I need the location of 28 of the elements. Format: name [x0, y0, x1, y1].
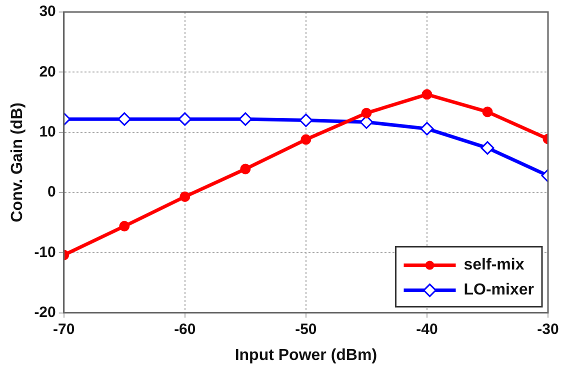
point: [299, 114, 313, 128]
y-tick-label: 0: [48, 184, 56, 201]
y-tick-label: 20: [39, 63, 56, 80]
y-axis-title: Conv. Gain (dB): [9, 102, 26, 222]
x-axis-title: Input Power (dBm): [234, 346, 378, 364]
x-tick-label: -30: [537, 320, 559, 338]
point: [119, 220, 130, 232]
point: [238, 112, 252, 126]
point: [361, 108, 372, 118]
point: [178, 112, 192, 126]
x-tick-label: -50: [295, 320, 317, 338]
x-tick-label: -60: [174, 320, 196, 338]
x-tick-label: -70: [53, 320, 75, 338]
legend-label: self-mix: [464, 256, 524, 274]
point: [422, 89, 432, 100]
x-tick-label: -40: [416, 320, 438, 338]
point: [482, 106, 493, 118]
point: [420, 122, 434, 136]
legend-label: LO-mixer: [464, 282, 534, 299]
y-tick-label: -10: [34, 244, 56, 261]
point: [240, 164, 251, 174]
y-tick-label: 10: [39, 123, 56, 140]
point: [300, 134, 312, 145]
point: [118, 112, 132, 126]
y-tick-label: 30: [39, 3, 56, 20]
point: [480, 141, 494, 155]
point: [180, 191, 190, 202]
y-tick-label: -20: [34, 304, 56, 321]
